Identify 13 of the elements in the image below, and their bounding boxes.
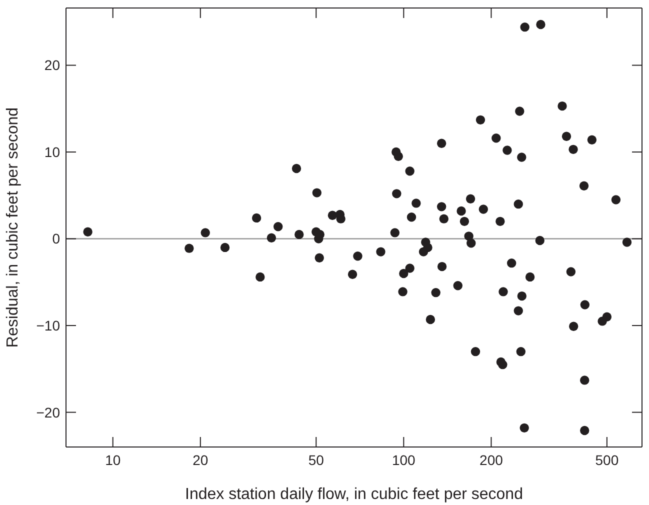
y-tick-label: −20: [36, 404, 60, 420]
x-tick-label: 50: [308, 452, 324, 468]
x-axis-title: Index station daily flow, in cubic feet per second: [185, 486, 523, 503]
x-tick-label: 20: [192, 452, 208, 468]
x-tick-label: 500: [595, 452, 619, 468]
x-tick-label: 100: [392, 452, 416, 468]
y-axis-title: Residual, in cubic feet per second: [4, 107, 22, 348]
x-tick-label: 200: [480, 452, 504, 468]
y-tick-label: 0: [52, 230, 60, 247]
y-tick-label: 10: [44, 144, 60, 160]
x-tick-label: 10: [105, 452, 121, 468]
y-tick-label: −10: [36, 318, 60, 334]
y-tick-label: 20: [44, 57, 60, 74]
